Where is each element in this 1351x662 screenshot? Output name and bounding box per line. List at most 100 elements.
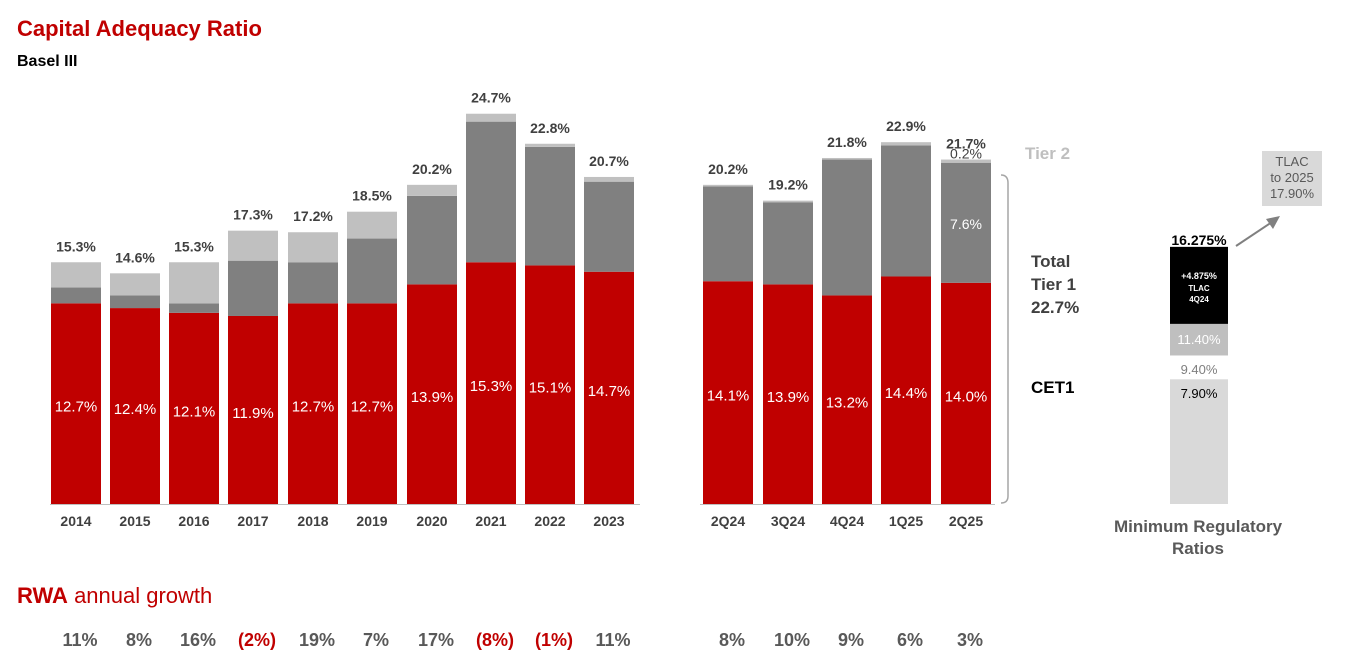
bar-tier-2-2022 — [525, 143, 575, 147]
bar-at1-2022 — [525, 146, 575, 266]
bar-at1-2019 — [347, 238, 397, 304]
min-reg-tlac-line-2: 4Q24 — [1189, 295, 1209, 304]
x-tick-2020: 2020 — [416, 513, 447, 529]
rwa-growth-3Q24: 10% — [773, 630, 811, 650]
bar-at1-2016 — [169, 303, 219, 313]
total-label-2016: 15.3% — [174, 238, 214, 254]
bar-at1-2015 — [110, 295, 160, 309]
bar-label-cet1-2018: 12.7% — [292, 399, 335, 416]
tier1-bracket — [1000, 174, 1009, 504]
bar-tier-2-2018 — [288, 232, 338, 263]
legend-total-tier1-line-2: 22.7% — [1031, 298, 1079, 317]
x-tick-2017: 2017 — [237, 513, 268, 529]
x-tick-2015: 2015 — [119, 513, 150, 529]
bar-label-cet1-2017: 11.9% — [232, 405, 273, 422]
bar-at1-2023 — [584, 181, 634, 272]
bar-at1-2Q24 — [703, 186, 753, 282]
bar-cet1-2017 — [228, 315, 278, 504]
bar-label-cet1-2Q25: 14.0% — [945, 388, 988, 405]
bar-tier-2-2020 — [407, 184, 457, 196]
x-tick-3Q24: 3Q24 — [771, 513, 805, 529]
rwa-growth-4Q24: 9% — [837, 630, 864, 650]
bar-at1-2014 — [51, 287, 101, 304]
bar-tier-2-1Q25 — [881, 142, 931, 146]
bar-label-cet1-4Q24: 13.2% — [826, 395, 869, 412]
bar-cet1-3Q24 — [763, 284, 813, 504]
chart-subtitle: Basel III — [17, 53, 78, 70]
x-tick-2023: 2023 — [593, 513, 624, 529]
bar-label-tier-2-2Q25: 0.2% — [950, 146, 982, 162]
bar-cet1-2Q25 — [941, 282, 991, 504]
bar-cet1-2018 — [288, 303, 338, 504]
tlac-target-line-1: to 2025 — [1270, 170, 1313, 185]
rwa-growth-2Q24: 8% — [718, 630, 745, 650]
x-tick-2018: 2018 — [297, 513, 328, 529]
tlac-target-box — [1262, 151, 1322, 206]
bar-at1-2017 — [228, 260, 278, 316]
bar-cet1-2023 — [584, 271, 634, 504]
min-reg-segment-1 — [1170, 355, 1228, 380]
bar-label-cet1-1Q25: 14.4% — [885, 385, 928, 402]
total-label-2021: 24.7% — [471, 90, 511, 106]
bar-tier-2-2021 — [466, 113, 516, 122]
min-reg-total: 16.275% — [1171, 232, 1227, 248]
rwa-growth-2019: 7% — [362, 630, 389, 650]
legend-tier2: Tier 2 — [1025, 144, 1070, 163]
bar-tier-2-2014 — [51, 262, 101, 288]
x-tick-2021: 2021 — [475, 513, 506, 529]
rwa-growth-row: 11% 8% 16% (2%) 19% 7% 17% (8%) (1%) 11% 8% 10% 9% 6%… — [0, 630, 1351, 660]
bar-cet1-1Q25 — [881, 276, 931, 504]
bar-at1-2020 — [407, 195, 457, 285]
bar-label-cet1-2Q24: 14.1% — [707, 388, 750, 405]
min-reg-tlac-line-1: TLAC — [1188, 284, 1210, 293]
bar-label-cet1-2020: 13.9% — [411, 389, 454, 406]
legend-total-tier1-line-0: Total — [1031, 252, 1070, 271]
total-label-2015: 14.6% — [115, 249, 155, 265]
rwa-growth-2014: 11% — [62, 630, 98, 650]
rwa-title-rest: annual growth — [74, 583, 213, 608]
rwa-growth-2Q25: 3% — [956, 630, 983, 650]
bar-label-cet1-2015: 12.4% — [114, 401, 157, 418]
bar-label-cet1-2023: 14.7% — [588, 383, 631, 400]
min-reg-tlac-line-0: +4.875% — [1181, 271, 1217, 281]
x-tick-2019: 2019 — [356, 513, 387, 529]
tlac-arrow-line — [1235, 221, 1273, 247]
rwa-growth-2015: 8% — [125, 630, 152, 650]
total-label-2017: 17.3% — [233, 207, 273, 223]
x-tick-2014: 2014 — [60, 513, 91, 529]
min-reg-axis-label-1: Ratios — [1172, 539, 1224, 558]
legend-cet1: CET1 — [1031, 378, 1074, 397]
rwa-growth-2018: 19% — [298, 630, 336, 650]
min-reg-segment-3 — [1170, 246, 1228, 324]
rwa-growth-2016: 16% — [179, 630, 217, 650]
min-reg-segment-0 — [1170, 379, 1228, 504]
total-label-2023: 20.7% — [589, 153, 629, 169]
x-tick-2Q24: 2Q24 — [711, 513, 745, 529]
bar-at1-2021 — [466, 121, 516, 263]
bar-label-at1-2Q25: 7.6% — [950, 216, 982, 232]
tlac-target-line-0: TLAC — [1275, 154, 1308, 169]
rwa-title-bold: RWA — [17, 583, 68, 608]
capital-adequacy-chart: 12.7% 15.3% 2014 12.4% 14.6% 2015 12.1% 15.3% 20… — [50, 90, 1322, 558]
total-label-2018: 17.2% — [293, 208, 333, 224]
bar-tier-2-2016 — [169, 262, 219, 304]
bar-cet1-2021 — [466, 262, 516, 504]
x-tick-2Q25: 2Q25 — [949, 513, 983, 529]
bar-label-cet1-2022: 15.1% — [529, 380, 572, 397]
bar-label-cet1-2019: 12.7% — [351, 399, 394, 416]
bar-tier-2-2Q24 — [703, 184, 753, 187]
x-tick-2016: 2016 — [178, 513, 209, 529]
bar-cet1-2015 — [110, 308, 160, 504]
x-tick-1Q25: 1Q25 — [889, 513, 923, 529]
total-label-1Q25: 22.9% — [886, 118, 926, 134]
bar-cet1-2022 — [525, 265, 575, 504]
rwa-growth-2021: (8%) — [475, 630, 514, 650]
bar-at1-4Q24 — [822, 159, 872, 296]
total-label-2Q25: 21.7% — [946, 136, 986, 152]
rwa-growth-1Q25: 6% — [896, 630, 923, 650]
rwa-growth-2023: 11% — [595, 630, 631, 650]
bar-cet1-2016 — [169, 312, 219, 504]
bar-cet1-2020 — [407, 284, 457, 504]
min-reg-segment-2 — [1170, 323, 1228, 356]
bar-cet1-2Q24 — [703, 281, 753, 504]
